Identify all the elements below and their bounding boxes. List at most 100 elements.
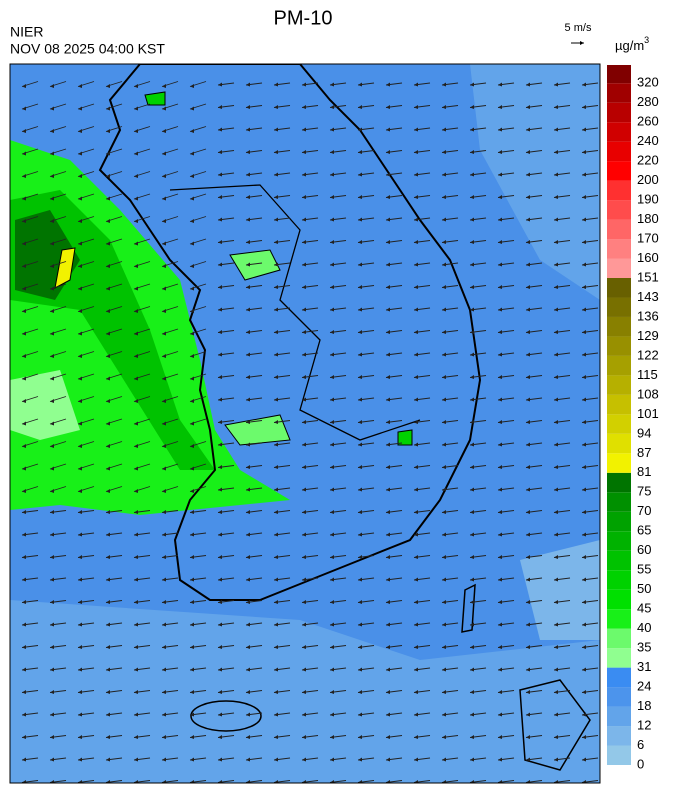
wind-arrow-head — [22, 712, 26, 717]
wind-arrow-head — [106, 757, 110, 762]
wind-arrow-head — [386, 127, 390, 132]
wind-arrow-head — [442, 510, 446, 514]
color-bin — [607, 414, 631, 434]
wind-arrow-head — [582, 195, 586, 199]
wind-arrow-head — [162, 264, 166, 268]
wind-arrow-head — [526, 600, 530, 604]
colorbar-tick-label: 40 — [637, 620, 651, 635]
wind-arrow-head — [386, 757, 390, 762]
wind-arrow-head — [554, 420, 558, 424]
colorbar-tick-label: 87 — [637, 445, 651, 460]
wind-arrow-head — [274, 667, 278, 672]
wind-arrow-head — [414, 150, 418, 154]
wind-arrow-head — [274, 577, 278, 582]
wind-arrow-head — [498, 735, 502, 739]
wind-arrow-head — [582, 150, 586, 154]
colorbar-tick-label: 60 — [637, 542, 651, 557]
wind-arrow-head — [526, 442, 530, 447]
wind-arrow-head — [78, 309, 82, 313]
wind-arrow-head — [106, 466, 110, 471]
wind-arrow-head — [162, 555, 166, 559]
wind-arrow-head — [106, 129, 110, 133]
wind-arrow-head — [162, 174, 166, 178]
wind-arrow-head — [470, 195, 474, 199]
wind-arrow-head — [246, 780, 250, 783]
wind-arrow-head — [554, 172, 558, 177]
wind-arrow-head — [78, 600, 82, 604]
wind-arrow-head — [358, 420, 362, 424]
wind-arrow-head — [274, 397, 278, 402]
wind-arrow-head — [274, 712, 278, 717]
wind-arrow-head — [274, 127, 278, 132]
wind-arrow-head — [218, 352, 222, 357]
wind-arrow-head — [554, 240, 558, 244]
wind-arrow-head — [442, 465, 446, 469]
color-bin — [607, 550, 631, 571]
wind-arrow-head — [22, 532, 26, 537]
wind-arrow-head — [582, 757, 586, 762]
wind-arrow-head — [498, 780, 502, 783]
wind-arrow-head — [358, 442, 362, 447]
wind-arrow-head — [554, 442, 558, 447]
wind-arrow-head — [386, 375, 390, 379]
wind-arrow-head — [554, 150, 558, 154]
wind-arrow-head — [470, 217, 474, 222]
colorbar-tick-label: 31 — [637, 659, 651, 674]
wind-arrow-head — [554, 735, 558, 739]
wind-arrow-head — [162, 466, 166, 471]
wind-arrow-head — [582, 375, 586, 379]
wind-arrow-head — [134, 667, 138, 672]
wind-arrow-head — [442, 240, 446, 244]
wind-arrow-head — [358, 690, 362, 694]
wind-arrow-head — [22, 421, 26, 426]
wind-arrow-head — [470, 487, 474, 492]
wind-arrow-head — [22, 264, 26, 268]
wind-arrow-head — [554, 465, 558, 469]
colorbar-tick-label: 35 — [637, 640, 651, 655]
wind-arrow-head — [554, 105, 558, 109]
wind-arrow-head — [414, 735, 418, 739]
wind-arrow-head — [302, 375, 306, 379]
wind-arrow-head — [386, 307, 390, 312]
wind-arrow-head — [190, 667, 194, 672]
wind-arrow-head — [218, 510, 222, 514]
wind-arrow-head — [274, 465, 278, 469]
wind-arrow-head — [498, 667, 502, 672]
wind-arrow-head — [554, 487, 558, 492]
wind-arrow-head — [22, 129, 26, 133]
wind-arrow-head — [190, 286, 194, 291]
wind-arrow-head — [358, 330, 362, 334]
wind-arrow-head — [442, 600, 446, 604]
wind-arrow-head — [162, 399, 166, 403]
wind-arrow-head — [190, 600, 194, 604]
wind-arrow-head — [106, 667, 110, 672]
wind-arrow-head — [162, 196, 166, 201]
wind-arrow-head — [470, 82, 474, 87]
wind-arrow-head — [246, 127, 250, 132]
color-bin — [607, 219, 631, 240]
wind-arrow-head — [442, 375, 446, 379]
wind-arrow-head — [274, 375, 278, 379]
wind-arrow-head — [386, 780, 390, 783]
wind-arrow-head — [414, 487, 418, 492]
wind-arrow-head — [554, 127, 558, 132]
wind-arrow-head — [134, 309, 138, 313]
wind-arrow-head — [218, 285, 222, 289]
wind-arrow-head — [414, 690, 418, 694]
color-bin — [607, 472, 631, 493]
wind-arrow-head — [134, 286, 138, 291]
wind-arrow-head — [78, 555, 82, 559]
wind-arrow-head — [246, 240, 250, 244]
wind-arrow-head — [330, 172, 334, 177]
wind-arrow-head — [526, 82, 530, 87]
wind-arrow-head — [106, 151, 110, 156]
wind-arrow-head — [330, 645, 334, 649]
wind-arrow-head — [218, 330, 222, 334]
wind-arrow-head — [22, 84, 26, 88]
wind-arrow-head — [442, 442, 446, 447]
colorbar-tick-label: 260 — [637, 114, 659, 129]
wind-arrow-head — [78, 532, 82, 537]
wind-arrow-head — [134, 241, 138, 246]
wind-arrow-head — [358, 397, 362, 402]
wind-arrow-head — [582, 240, 586, 244]
